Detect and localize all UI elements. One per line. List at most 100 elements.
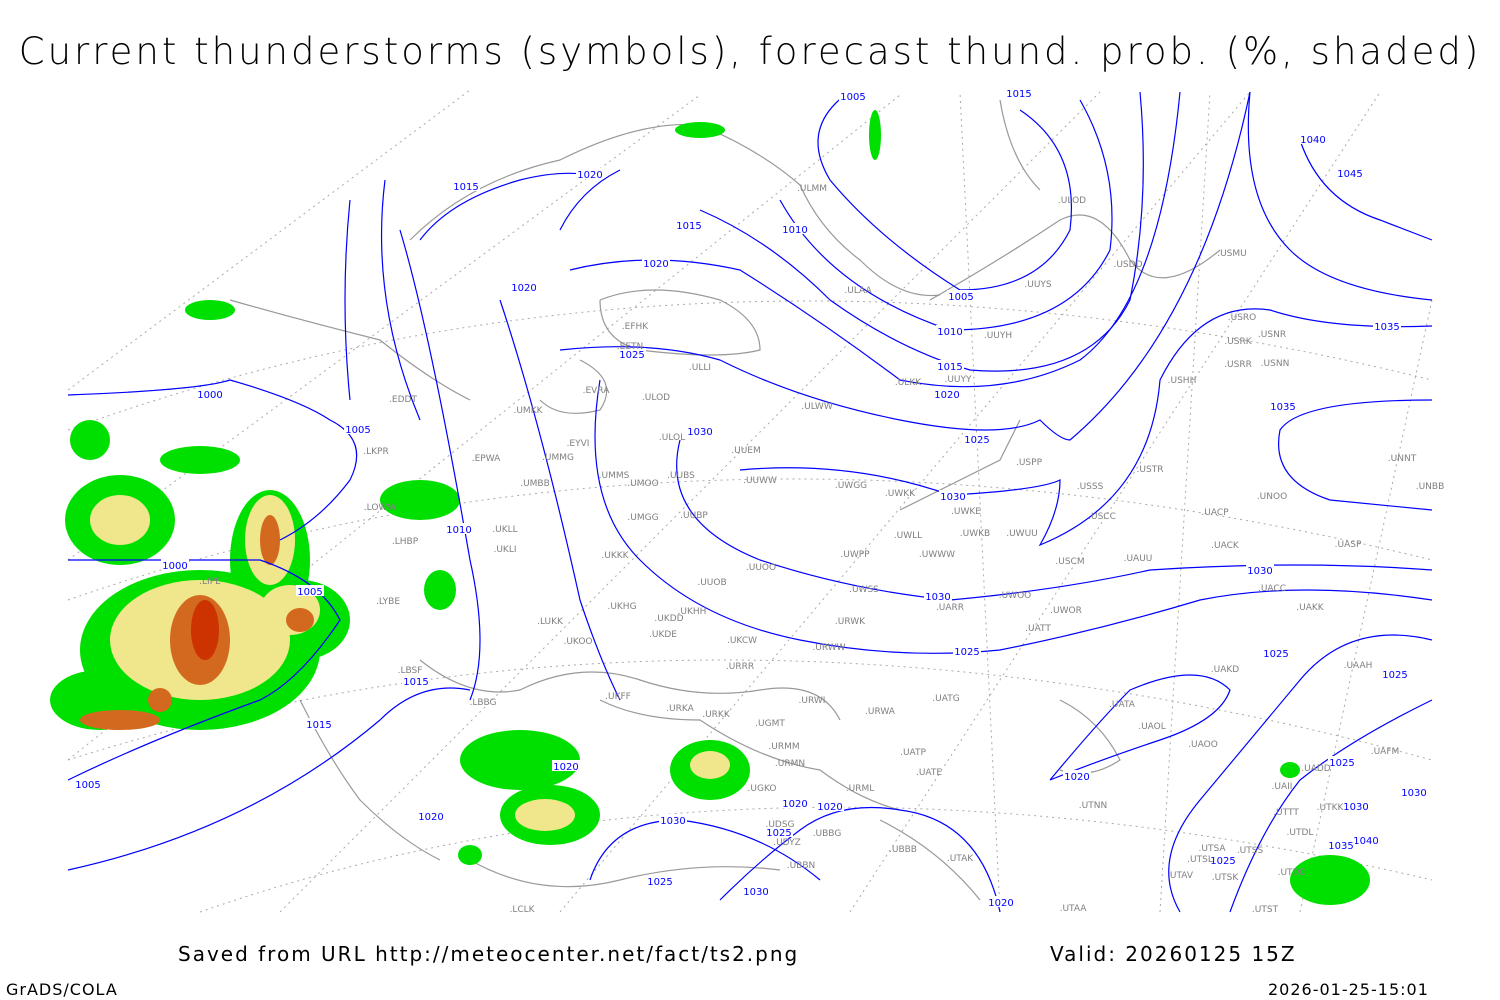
- station-label: .ULLI: [689, 363, 711, 373]
- isobar-label: 1020: [577, 170, 602, 181]
- station-label: .USMU: [1217, 249, 1247, 259]
- station-label: .UASP: [1335, 540, 1362, 550]
- station-label: .UUYY: [944, 375, 972, 385]
- isobar-label: 1030: [1401, 788, 1426, 799]
- station-label: .ULOD: [1058, 196, 1086, 206]
- station-label: .UKDE: [649, 630, 677, 640]
- station-label: .UTDD: [1278, 868, 1307, 878]
- station-label: .UKDD: [654, 614, 683, 624]
- station-label: .URKK: [702, 710, 731, 720]
- station-label: .EDDT: [389, 395, 417, 405]
- station-label: .USRR: [1224, 360, 1252, 370]
- station-label: .URMN: [775, 759, 805, 769]
- station-label: .URWI: [799, 696, 826, 706]
- station-label: .UACP: [1201, 508, 1229, 518]
- source-url-caption: Saved from URL http://meteocenter.net/fa…: [178, 942, 800, 966]
- probability-area: [458, 845, 482, 865]
- isobar-label: 1025: [766, 828, 791, 839]
- station-label: .UKCW: [727, 636, 757, 646]
- station-label: .LYBE: [376, 597, 400, 607]
- isobar-label: 1025: [1329, 758, 1354, 769]
- isobar-label: 1005: [345, 425, 370, 436]
- isobar-label: 1015: [453, 182, 478, 193]
- station-label: .UAUU: [1124, 554, 1153, 564]
- station-label: .UATT: [1025, 624, 1051, 634]
- probability-area: [260, 515, 280, 565]
- probability-area: [148, 688, 172, 712]
- station-label: .UWSS: [849, 585, 879, 595]
- station-label: .URKA: [666, 704, 694, 714]
- station-label: .ULOL: [659, 433, 685, 443]
- station-label: .UTTT: [1273, 808, 1299, 818]
- station-label: .UTSL: [1187, 855, 1213, 865]
- station-label: .USPP: [1016, 458, 1043, 468]
- station-label: .UWGG: [835, 481, 867, 491]
- station-label: .USRO: [1228, 313, 1257, 323]
- isobar-label: 1030: [743, 887, 768, 898]
- station-label: .LCLK: [509, 905, 535, 915]
- station-label: .UACK: [1211, 541, 1240, 551]
- isobar-label: 1030: [1247, 566, 1272, 577]
- station-label: .UUYH: [984, 331, 1012, 341]
- station-label: .UAAH: [1344, 661, 1373, 671]
- station-label: .UUBS: [667, 471, 695, 481]
- station-label: .UKOO: [563, 637, 592, 647]
- isobar-label: 1010: [446, 525, 471, 536]
- station-label: .ULOD: [642, 393, 670, 403]
- station-label: .UTST: [1252, 905, 1279, 915]
- probability-area: [80, 710, 160, 730]
- station-label: .UDSG: [765, 820, 794, 830]
- station-label: .USRK: [1224, 337, 1252, 347]
- station-label: .USNN: [1261, 359, 1290, 369]
- station-label: .UWWW: [919, 550, 955, 560]
- station-label: .UUBP: [680, 511, 708, 521]
- isobar-label: 1000: [162, 561, 187, 572]
- station-label: .EETN: [617, 342, 643, 352]
- station-label: .UTSS: [1237, 846, 1264, 856]
- station-label: .UMOO: [627, 479, 658, 489]
- station-label: .UKFF: [605, 692, 631, 702]
- probability-area: [1290, 855, 1370, 905]
- isobar-label: 1005: [948, 292, 973, 303]
- station-label: .UTAA: [1060, 904, 1088, 914]
- station-label: .USSS: [1077, 482, 1104, 492]
- station-label: .UNBB: [1416, 482, 1445, 492]
- station-label: .UGMT: [755, 719, 785, 729]
- station-label: .UADD: [1301, 764, 1331, 774]
- probability-area: [286, 608, 314, 632]
- station-label: .UAFM: [1371, 747, 1400, 757]
- isobar-label: 1035: [1374, 322, 1399, 333]
- station-label: .UNOO: [1257, 492, 1287, 502]
- map-frame: [68, 88, 1432, 912]
- station-label: .UATG: [932, 694, 959, 704]
- station-label: .UWUU: [1006, 529, 1038, 539]
- isobar-label: 1015: [676, 221, 701, 232]
- station-label: .UWKK: [885, 489, 916, 499]
- station-label: .UAKK: [1296, 603, 1325, 613]
- valid-time: Valid: 20260125 15Z: [1050, 942, 1297, 966]
- isobar-label: 1015: [1006, 89, 1031, 100]
- station-label: .UWKE: [951, 507, 981, 517]
- isobar-label: 1025: [954, 647, 979, 658]
- probability-area: [185, 300, 235, 320]
- station-label: .UUWW: [743, 476, 777, 486]
- isobar-label: 1025: [1210, 856, 1235, 867]
- station-label: .USDD: [1113, 260, 1142, 270]
- probability-area: [690, 751, 730, 779]
- isobar-label: 1015: [306, 720, 331, 731]
- station-label: .UTSK: [1212, 873, 1240, 883]
- isobar-label: 1005: [75, 780, 100, 791]
- station-label: .UMGG: [627, 513, 658, 523]
- station-label: .UAII: [1272, 782, 1293, 792]
- station-label: .UTSA: [1199, 844, 1227, 854]
- isobar-label: 1020: [934, 390, 959, 401]
- isobar-label: 1000: [197, 390, 222, 401]
- station-label: .UATE: [916, 768, 942, 778]
- probability-area: [160, 446, 240, 474]
- station-label: .UACC: [1258, 584, 1286, 594]
- isobar-label: 1025: [647, 877, 672, 888]
- station-label: .UWPP: [840, 550, 870, 560]
- software-credit: GrADS/COLA: [6, 980, 118, 999]
- probability-area: [675, 122, 725, 138]
